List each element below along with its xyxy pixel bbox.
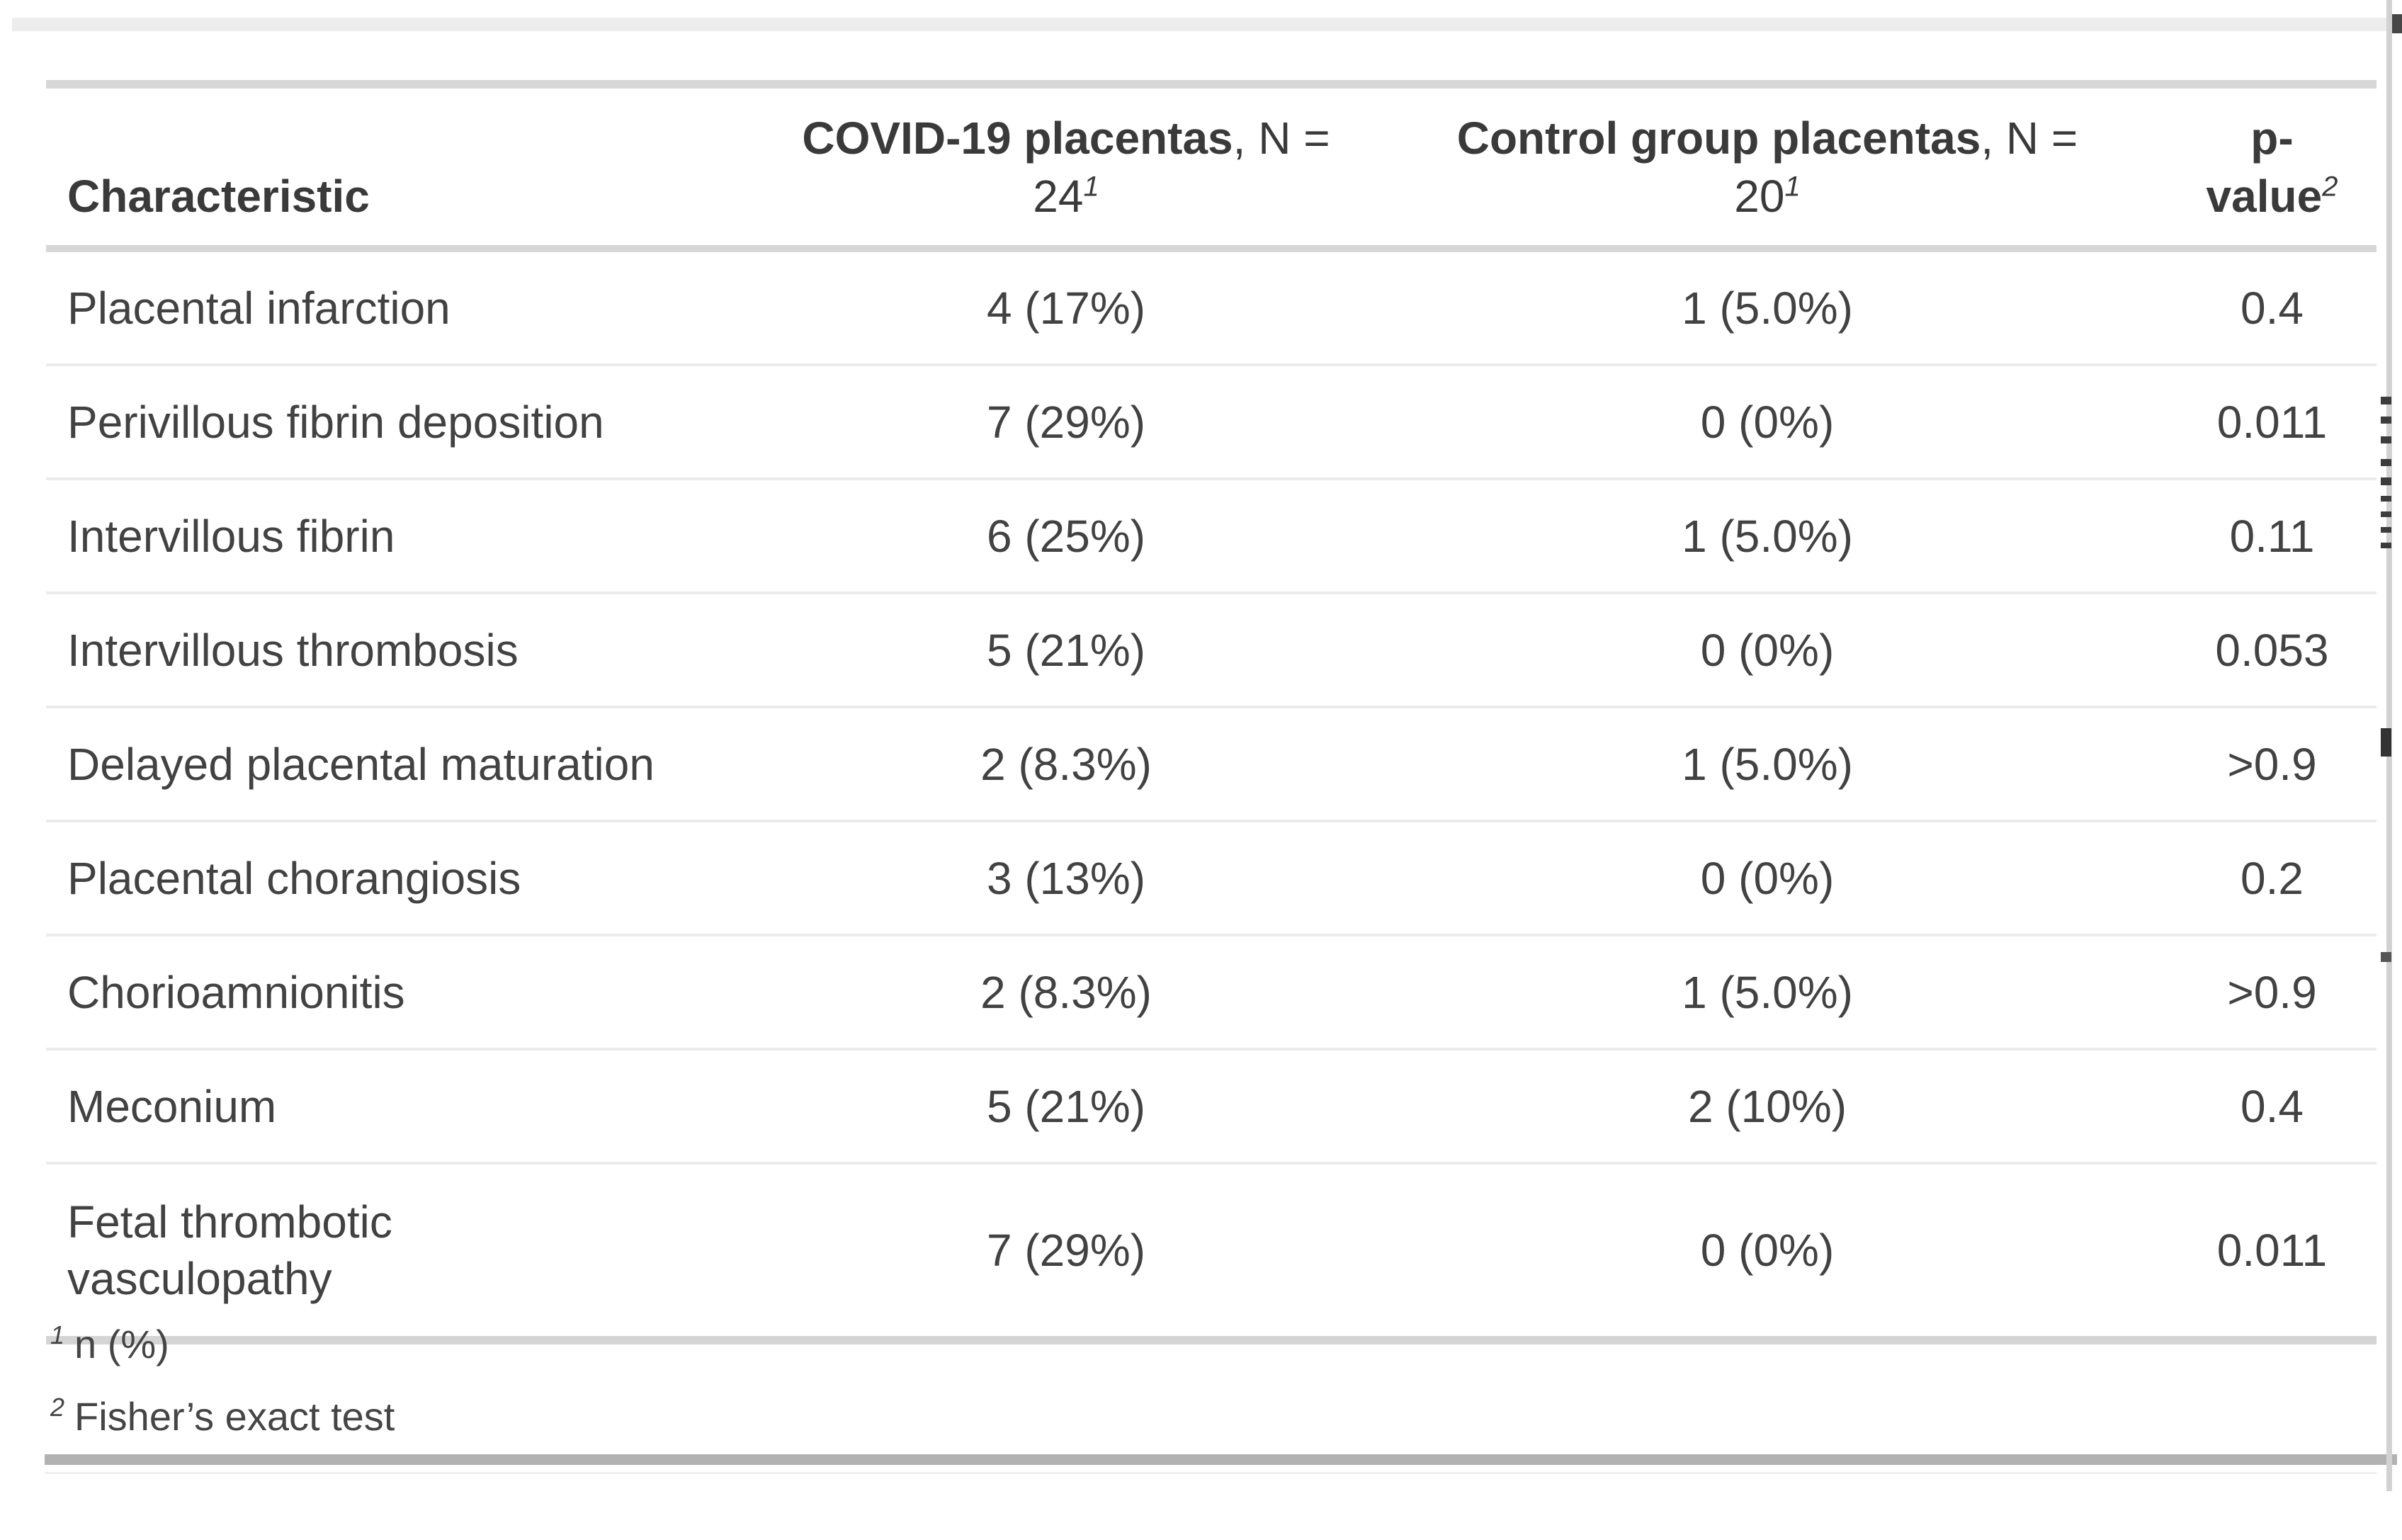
characteristic-cell: Placental infarction — [67, 282, 451, 334]
control-value-cell: 1 (5.0%) — [1367, 934, 2168, 1049]
characteristic-cell: Meconium — [46, 1048, 765, 1163]
footnote-marker: 1 — [50, 1320, 65, 1350]
table-bottom-rule — [45, 1454, 2397, 1465]
characteristic-cell: Delayed placental maturation — [46, 706, 765, 821]
table-row: Intervillous fibrin 6 (25%) 1 (5.0%) 0.1… — [46, 477, 2376, 593]
table-row: Placental chorangiosis 3 (13%) 0 (0%) 0.… — [46, 820, 2376, 935]
characteristics-table: Characteristic COVID-19 placentas, N = 2… — [46, 80, 2376, 1344]
clipped-content-artifact — [2381, 477, 2391, 485]
control-value-cell: 0 (0%) — [1367, 1162, 2168, 1344]
control-value-cell: 2 (10%) — [1367, 1048, 2168, 1163]
clipped-content-artifact — [2381, 527, 2391, 533]
pvalue-cell: >0.9 — [2168, 706, 2376, 821]
table-row: Placental infarction 4 (17%) 1 (5.0%) 0.… — [46, 249, 2376, 365]
pvalue-cell: 0.2 — [2168, 820, 2376, 935]
clipped-content-artifact — [2381, 511, 2391, 517]
pvalue-cell: 0.053 — [2168, 591, 2376, 707]
clipped-content-artifact — [2381, 417, 2391, 424]
control-value-cell: 0 (0%) — [1367, 820, 2168, 935]
covid-value-cell: 2 (8.3%) — [765, 706, 1367, 821]
table-row: Chorioamnionitis 2 (8.3%) 1 (5.0%) >0.9 — [46, 934, 2376, 1049]
characteristic-cell: Fetal thrombotic vasculopathy — [46, 1162, 765, 1344]
covid-value-cell: 3 (13%) — [765, 820, 1367, 935]
table-row: Perivillous fibrin deposition 7 (29%) 0 … — [46, 363, 2376, 479]
characteristic-cell: Placental chorangiosis — [46, 820, 765, 935]
table-row: Intervillous thrombosis 5 (21%) 0 (0%) 0… — [46, 591, 2376, 707]
control-value-cell: 0 (0%) — [1367, 591, 2168, 707]
table-body: Placental infarction 4 (17%) 1 (5.0%) 0.… — [46, 249, 2376, 1344]
covid-value-cell: 7 (29%) — [765, 1162, 1367, 1344]
clipped-content-artifact — [2381, 543, 2391, 548]
clipped-content-artifact — [2391, 14, 2402, 33]
column-header-pvalue: p- value2 — [2168, 84, 2376, 252]
covid-value-cell: 5 (21%) — [765, 1048, 1367, 1163]
pvalue-cell: 0.4 — [2240, 282, 2304, 334]
pvalue-cell: >0.9 — [2168, 934, 2376, 1049]
column-header-control-group: Control group placentas, N = 201 — [1367, 84, 2168, 252]
clipped-content-artifact — [2381, 436, 2391, 443]
characteristic-cell: Chorioamnionitis — [46, 934, 765, 1049]
column-header-covid-group: COVID-19 placentas, N = 241 — [765, 84, 1367, 252]
characteristic-cell: Intervillous fibrin — [46, 477, 765, 593]
covid-value-cell: 5 (21%) — [765, 591, 1367, 707]
clipped-content-artifact — [2381, 459, 2391, 466]
covid-value-cell: 4 (17%) — [986, 282, 1146, 334]
pvalue-cell: 0.4 — [2168, 1048, 2376, 1163]
footnote-marker: 1 — [1784, 171, 1801, 203]
clipped-content-artifact — [2381, 397, 2391, 404]
footnote-marker: 1 — [1083, 171, 1099, 203]
table-header: Characteristic COVID-19 placentas, N = 2… — [46, 84, 2376, 252]
covid-value-cell: 7 (29%) — [765, 363, 1367, 479]
control-value-cell: 1 (5.0%) — [1367, 477, 2168, 593]
top-page-divider — [12, 18, 2402, 31]
pvalue-cell: 0.011 — [2168, 363, 2376, 479]
pvalue-cell: 0.011 — [2168, 1162, 2376, 1344]
control-value-cell: 0 (0%) — [1367, 363, 2168, 479]
covid-value-cell: 2 (8.3%) — [765, 934, 1367, 1049]
covid-value-cell: 6 (25%) — [765, 477, 1367, 593]
clipped-content-artifact — [2381, 952, 2391, 962]
control-value-cell: 1 (5.0%) — [1682, 282, 1853, 334]
footnote-fishers-test: 2 Fisher’s exact test — [50, 1393, 395, 1439]
footnote-marker: 2 — [2322, 171, 2338, 203]
pvalue-cell: 0.11 — [2168, 477, 2376, 593]
clipped-content-artifact — [2381, 728, 2391, 757]
control-value-cell: 1 (5.0%) — [1367, 706, 2168, 821]
clipped-content-artifact — [2381, 496, 2391, 502]
footnote-marker: 2 — [50, 1393, 65, 1422]
summary-table: Characteristic COVID-19 placentas, N = 2… — [46, 80, 2376, 1344]
table-row: Meconium 5 (21%) 2 (10%) 0.4 — [46, 1048, 2376, 1163]
table-bottom-rule-shadow — [45, 1472, 2376, 1474]
characteristic-cell: Perivillous fibrin deposition — [46, 363, 765, 479]
table-row: Delayed placental maturation 2 (8.3%) 1 … — [46, 706, 2376, 821]
column-header-characteristic: Characteristic — [46, 84, 765, 252]
characteristic-cell: Intervillous thrombosis — [46, 591, 765, 707]
table-row: Fetal thrombotic vasculopathy 7 (29%) 0 … — [46, 1162, 2376, 1344]
